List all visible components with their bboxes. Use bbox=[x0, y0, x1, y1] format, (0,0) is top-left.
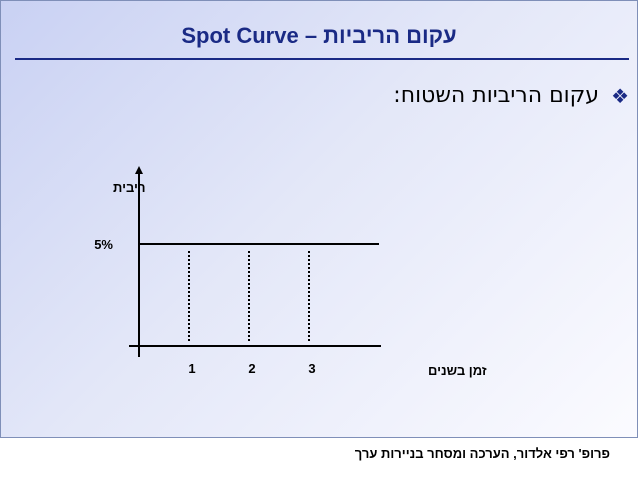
x-tick-label-3: 3 bbox=[308, 361, 315, 376]
diamond-bullet-icon: ❖ bbox=[611, 83, 629, 108]
bullet-text: עקום הריביות השטוח: bbox=[393, 83, 600, 108]
slide-title: עקום הריביות – Spot Curve bbox=[181, 23, 457, 48]
footer-credit: פרופ' רפי אלדור, הערכה ומסחר בניירות ערך bbox=[354, 446, 610, 461]
slide: עקום הריביות – Spot Curve ❖ עקום הריביות… bbox=[0, 0, 638, 438]
x-tick-label-1: 1 bbox=[188, 361, 195, 376]
y-axis-arrowhead bbox=[135, 166, 143, 174]
bullet-item: ❖ עקום הריביות השטוח: bbox=[393, 83, 629, 108]
x-tick-label-2: 2 bbox=[248, 361, 255, 376]
y-tick-label: 5% bbox=[94, 237, 113, 252]
y-axis-label: ריבית bbox=[113, 180, 145, 195]
x-axis-label: זמן בשנים bbox=[428, 363, 487, 378]
title-underline bbox=[15, 58, 629, 60]
flat-yield-curve-chart: 1 2 3 5% ריבית זמן בשנים bbox=[94, 166, 487, 378]
